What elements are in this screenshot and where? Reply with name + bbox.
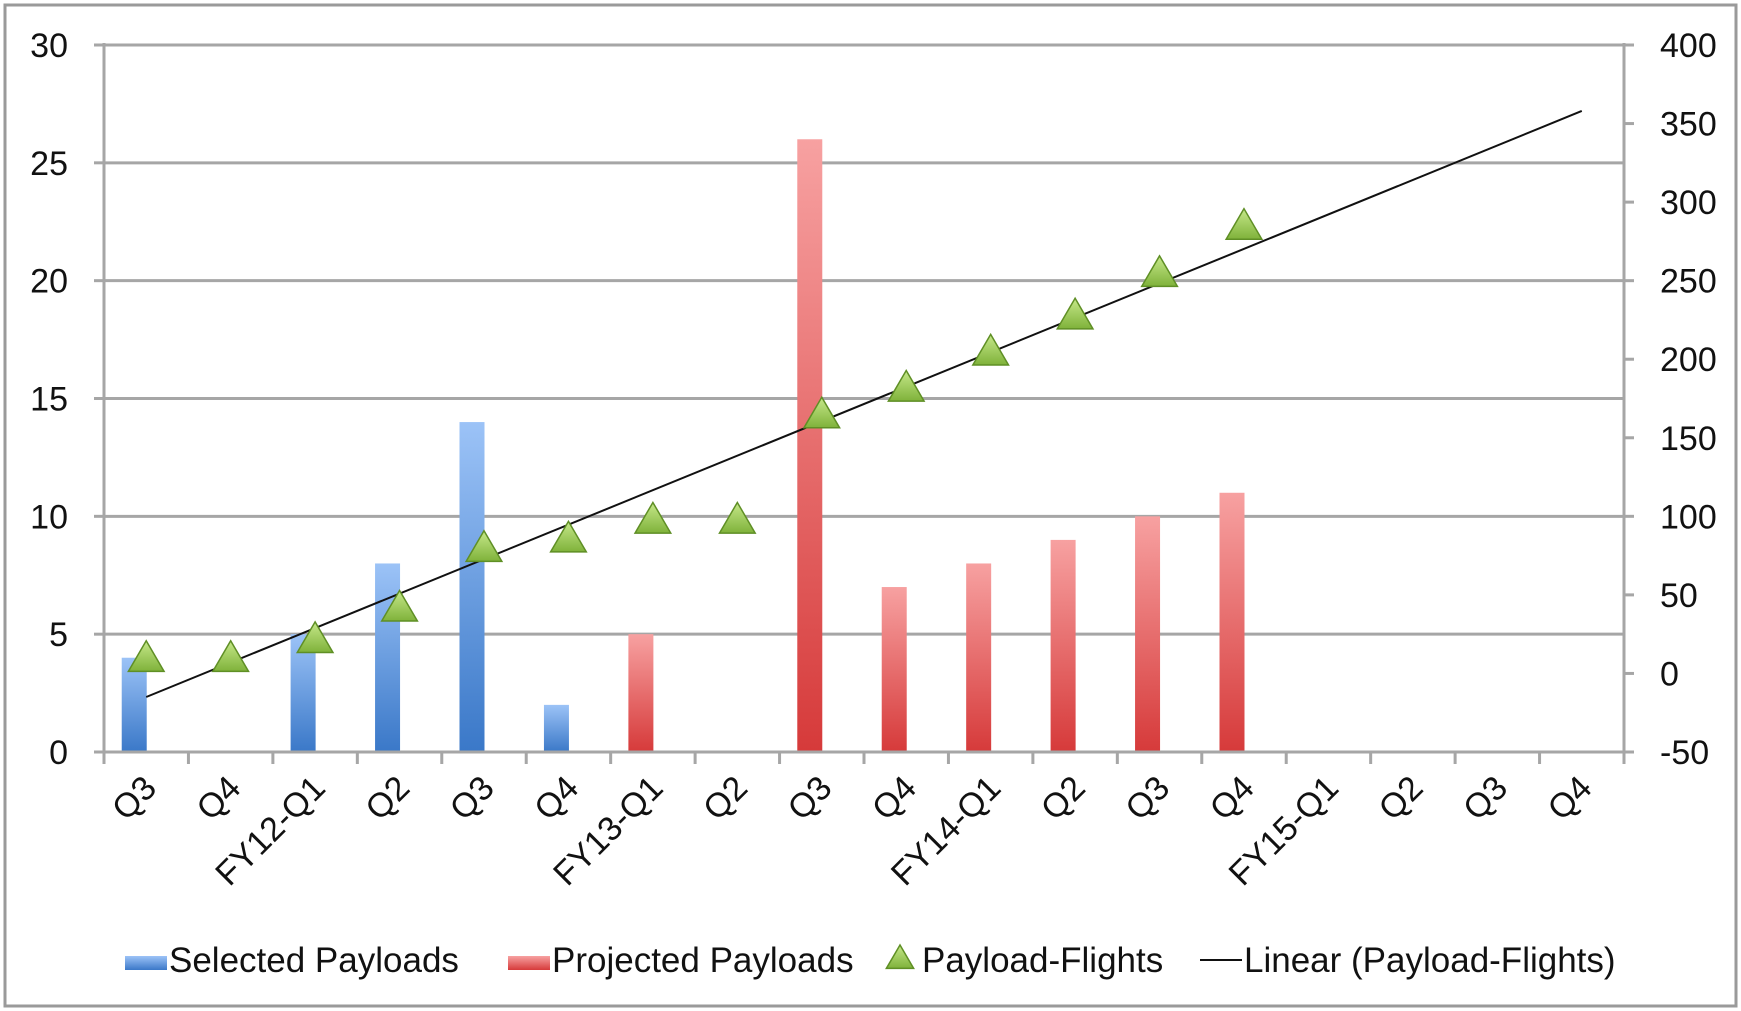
y-tick-label: 10 — [30, 498, 68, 536]
data-point — [380, 588, 419, 622]
data-point — [211, 639, 250, 673]
data-point — [1224, 207, 1264, 241]
bar — [628, 634, 654, 752]
y2-tick-label: 250 — [1660, 263, 1717, 301]
y-tick-label: 30 — [30, 27, 68, 65]
bar — [1135, 516, 1161, 752]
y2-tick-label: 0 — [1660, 655, 1679, 693]
legend-swatch — [885, 943, 915, 970]
bar — [797, 139, 823, 752]
y2-tick-label: 400 — [1660, 27, 1717, 65]
data-point — [633, 500, 673, 534]
data-point — [295, 620, 335, 654]
y2-tick-label: 50 — [1660, 577, 1698, 615]
y2-tick-label: -50 — [1660, 734, 1709, 772]
legend-label: Linear (Payload-Flights) — [1244, 941, 1616, 980]
legend-label: Projected Payloads — [552, 941, 854, 980]
legend-swatch — [508, 956, 550, 970]
legend-label: Payload-Flights — [922, 941, 1163, 980]
data-point — [464, 529, 504, 563]
data-point — [1055, 296, 1095, 330]
bar — [1050, 539, 1076, 752]
y-tick-label: 20 — [30, 263, 68, 301]
chart-border — [3, 3, 1738, 1008]
data-point — [1140, 254, 1179, 288]
y-tick-label: 25 — [30, 145, 68, 183]
y-tick-label: 5 — [49, 616, 68, 654]
bar — [543, 704, 569, 752]
y-tick-label: 15 — [30, 381, 68, 419]
bars — [121, 139, 1245, 752]
trend-line — [145, 110, 1583, 698]
markers — [127, 207, 1264, 673]
legend-swatch — [125, 956, 167, 970]
data-point — [887, 369, 926, 402]
y2-tick-label: 200 — [1660, 341, 1717, 379]
y2-tick-label: 100 — [1660, 498, 1717, 536]
data-point — [802, 395, 841, 429]
data-point — [971, 332, 1010, 366]
bar — [290, 634, 316, 752]
data-point — [549, 519, 588, 553]
y2-tick-label: 300 — [1660, 184, 1717, 222]
data-point — [127, 639, 166, 673]
bar — [375, 563, 401, 752]
gridlines — [104, 43, 1624, 636]
bar — [459, 422, 485, 752]
y-tick-label: 0 — [49, 734, 68, 772]
bar — [966, 563, 992, 752]
bar — [121, 657, 147, 752]
bar — [881, 587, 907, 752]
y2-tick-label: 350 — [1660, 106, 1717, 144]
bar — [1219, 492, 1245, 752]
legend-label: Selected Payloads — [169, 941, 459, 980]
trendline — [145, 110, 1583, 698]
legend: Selected Payloads Projected Payloads Paylo… — [125, 941, 1616, 980]
y2-tick-label: 150 — [1660, 420, 1717, 458]
data-point — [718, 500, 757, 534]
